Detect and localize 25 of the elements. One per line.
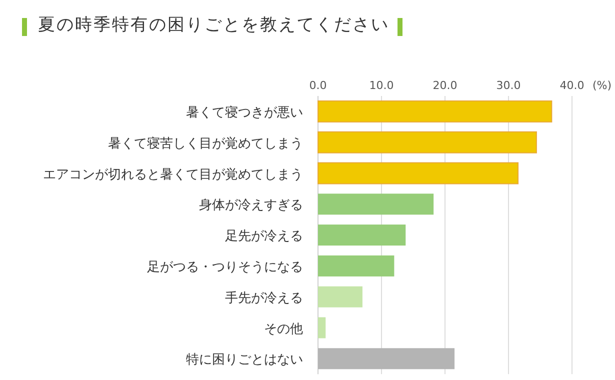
- chart-title: 夏の時季特有の困りごとを教えてください: [38, 15, 390, 35]
- y-tick-label: 身体が冷えすぎる: [199, 198, 303, 214]
- y-tick-label: 特に困りごとはない: [186, 352, 303, 368]
- x-tick-label: 30.0: [496, 79, 521, 92]
- bar: [318, 100, 552, 122]
- y-tick-label: 足先が冷える: [225, 229, 303, 244]
- bar: [318, 286, 362, 308]
- y-tick-label: 手先が冷える: [225, 290, 303, 306]
- y-tick-label: エアコンが切れると暑くて目が覚めてしまう: [43, 167, 303, 182]
- y-tick-label: 暑くて寝つきが悪い: [186, 105, 303, 120]
- bar: [318, 348, 455, 370]
- bar: [318, 255, 394, 276]
- x-tick-label: 0.0: [309, 79, 327, 92]
- x-tick-label: 40.0: [560, 79, 584, 92]
- x-tick-label: 10.0: [369, 79, 394, 92]
- y-tick-label: 暑くて寝苦しく目が覚めてしまう: [108, 136, 303, 152]
- bar: [318, 224, 406, 246]
- y-tick-label: 足がつる・つりそうになる: [147, 260, 303, 275]
- bar: [318, 131, 537, 154]
- bar: [318, 317, 326, 338]
- x-axis-title: (%): [592, 79, 612, 92]
- bar: [318, 194, 434, 215]
- y-tick-label: その他: [264, 322, 303, 337]
- bar: [318, 162, 519, 184]
- x-tick-label: 20.0: [432, 79, 458, 92]
